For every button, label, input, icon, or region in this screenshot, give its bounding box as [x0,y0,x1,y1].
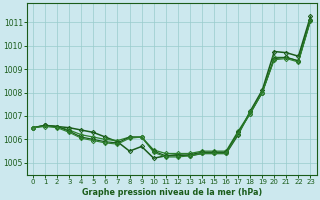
X-axis label: Graphe pression niveau de la mer (hPa): Graphe pression niveau de la mer (hPa) [82,188,262,197]
